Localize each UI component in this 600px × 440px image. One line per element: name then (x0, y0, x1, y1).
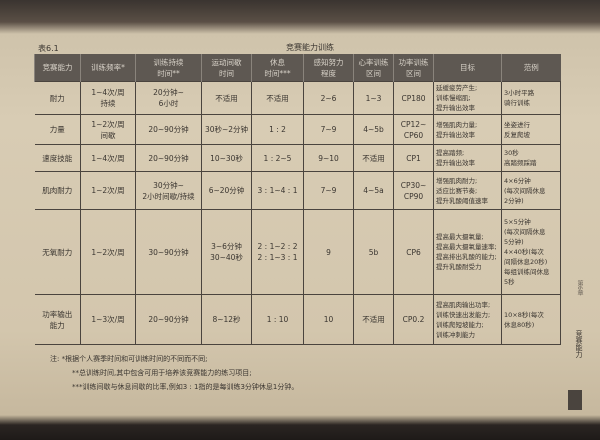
note: **总训练时间,其中包含可用于培养该竞赛能力的练习项目; (72, 369, 252, 377)
table-cell: 1~4次/周 持续 (80, 81, 136, 115)
table-cell: 20分钟~ 6小时 (135, 81, 202, 115)
table-row: 力量 1~2次/周 间歇 20~90分钟 30秒~2分钟 1 : 2 7~9 4~5b CP1… (34, 114, 561, 145)
side-chapter: 第6章 (576, 280, 583, 296)
table-cell: 耐力 (34, 81, 81, 115)
table-cell: 9~10 (303, 144, 354, 172)
table-cell: 30秒~2分钟 (201, 114, 252, 145)
table-cell: 不适用 (353, 144, 394, 172)
table-cell: 7~9 (303, 171, 354, 210)
note: 注: *根据个人赛季时间和可训练时间的不同而不同; (50, 355, 208, 363)
table-cell: 30秒 高踏频踩踏 (501, 144, 561, 172)
table-cell: 不适用 (201, 81, 252, 115)
table-cell: 1~2次/周 (80, 171, 136, 210)
table-cell: 2~6 (303, 81, 354, 115)
table-cell: 8~12秒 (201, 294, 252, 345)
table-cell: 10×8秒(每次 休息80秒) (501, 294, 561, 345)
table-cell: 2 : 1~2 : 2 2 : 1~3 : 1 (251, 209, 304, 295)
column-header: 目标 (433, 54, 502, 82)
table-title: 竞赛能力训练 (286, 43, 334, 52)
table-cell: 6~20分钟 (201, 171, 252, 210)
column-header: 范例 (501, 54, 561, 82)
table-cell: 1~4次/周 (80, 144, 136, 172)
table-cell: 1 : 10 (251, 294, 304, 345)
table-cell: CP180 (393, 81, 434, 115)
column-header: 感知努力 程度 (303, 54, 354, 82)
training-table: 竞赛能力 训练频率* 训练持续 时间** 运动间歇 时间 休息 时间*** 感知努力 程度… (34, 54, 561, 345)
table-cell: CP30~ CP90 (393, 171, 434, 210)
table-cell: CP0.2 (393, 294, 434, 345)
table-cell: 提高踏频; 提升输出效率 (433, 144, 502, 172)
table-cell: 4×6分钟 (每次间隔休息 2分钟) (501, 171, 561, 210)
table-notes: 注: *根据个人赛季时间和可训练时间的不同而不同; **总训练时间,其中包含可用… (50, 352, 298, 394)
table-cell: 不适用 (353, 294, 394, 345)
table-cell: 4~5b (353, 114, 394, 145)
table-cell: 增强肌肉力量; 提升输出效率 (433, 114, 502, 145)
table-cell: CP6 (393, 209, 434, 295)
table-cell: 坐姿进行 反复爬坡 (501, 114, 561, 145)
table-cell: 力量 (34, 114, 81, 145)
header-row: 竞赛能力 训练频率* 训练持续 时间** 运动间歇 时间 休息 时间*** 感知努力 程度… (34, 54, 561, 82)
table-cell: 1~3 (353, 81, 394, 115)
table-cell: 4~5a (353, 171, 394, 210)
table-cell: 30~90分钟 (135, 209, 202, 295)
table-cell: 肌肉耐力 (34, 171, 81, 210)
table-row: 耐力 1~4次/周 持续 20分钟~ 6小时 不适用 不适用 2~6 1~3 CP180 延缓疲… (34, 81, 561, 115)
table-cell: 1~3次/周 (80, 294, 136, 345)
table-cell: CP1 (393, 144, 434, 172)
table-number: 表6.1 (38, 44, 59, 53)
column-header: 休息 时间*** (251, 54, 304, 82)
table-cell: CP12~ CP60 (393, 114, 434, 145)
column-header: 功率训练 区间 (393, 54, 434, 82)
table-row: 功率输出 能力 1~3次/周 20~90分钟 8~12秒 1 : 10 10 不适用 CP0.… (34, 294, 561, 345)
table-cell: 速度技能 (34, 144, 81, 172)
table-cell: 功率输出 能力 (34, 294, 81, 345)
table-row: 速度技能 1~4次/周 20~90分钟 10~30秒 1 : 2~5 9~10 不适用 CP1… (34, 144, 561, 172)
column-header: 训练持续 时间** (135, 54, 202, 82)
table-cell: 提高肌肉输出功率; 训练快速出发能力; 训练爬短坡能力; 训练冲刺能力 (433, 294, 502, 345)
table-row: 无氧耐力 1~2次/周 30~90分钟 3~6分钟 30~40秒 2 : 1~2 : 2… (34, 209, 561, 295)
table-cell: 3~6分钟 30~40秒 (201, 209, 252, 295)
table-cell: 1 : 2~5 (251, 144, 304, 172)
column-header: 心率训练 区间 (353, 54, 394, 82)
table-cell: 5×5分钟 (每次间隔休息 5分钟) 4×40秒(每次 间隔休息20秒) 每组训… (501, 209, 561, 295)
table-cell: 1 : 2 (251, 114, 304, 145)
table-cell: 延缓疲劳产生; 训练慢缩肌; 提升输出效率 (433, 81, 502, 115)
table-cell: 10~30秒 (201, 144, 252, 172)
table-cell: 3 : 1~4 : 1 (251, 171, 304, 210)
table-cell: 不适用 (251, 81, 304, 115)
table-cell: 3小时平路 骑行训练 (501, 81, 561, 115)
column-header: 训练频率* (80, 54, 136, 82)
column-header: 运动间歇 时间 (201, 54, 252, 82)
table-cell: 增强肌肉耐力; 适应比赛节奏; 提升乳酸阈值速率 (433, 171, 502, 210)
table-cell: 7~9 (303, 114, 354, 145)
column-header: 竞赛能力 (34, 54, 81, 82)
table-cell: 20~90分钟 (135, 114, 202, 145)
book-page: 表6.1 竞赛能力训练 竞赛能力 训练频率* 训练持续 时间** 运动间歇 时间 休息 … (0, 30, 600, 422)
table-row: 肌肉耐力 1~2次/周 30分钟~ 2小时间歇/持续 6~20分钟 3 : 1~4 : … (34, 171, 561, 210)
table-cell: 无氧耐力 (34, 209, 81, 295)
table-cell: 5b (353, 209, 394, 295)
page-tab-marker (568, 390, 582, 410)
table-cell: 30分钟~ 2小时间歇/持续 (135, 171, 202, 210)
side-title: 竞赛能力 (575, 330, 583, 358)
table-cell: 提高最大摄氧量; 提高最大摄氧量速率; 提高排出乳酸的能力; 提升乳酸耐受力 (433, 209, 502, 295)
table-cell: 20~90分钟 (135, 144, 202, 172)
table-cell: 20~90分钟 (135, 294, 202, 345)
table-cell: 1~2次/周 (80, 209, 136, 295)
table-cell: 10 (303, 294, 354, 345)
note: ***训练间歇与休息间歇的比率,例如3 : 1指的是每训练3分钟休息1分钟。 (72, 383, 299, 391)
table-cell: 1~2次/周 间歇 (80, 114, 136, 145)
table-cell: 9 (303, 209, 354, 295)
